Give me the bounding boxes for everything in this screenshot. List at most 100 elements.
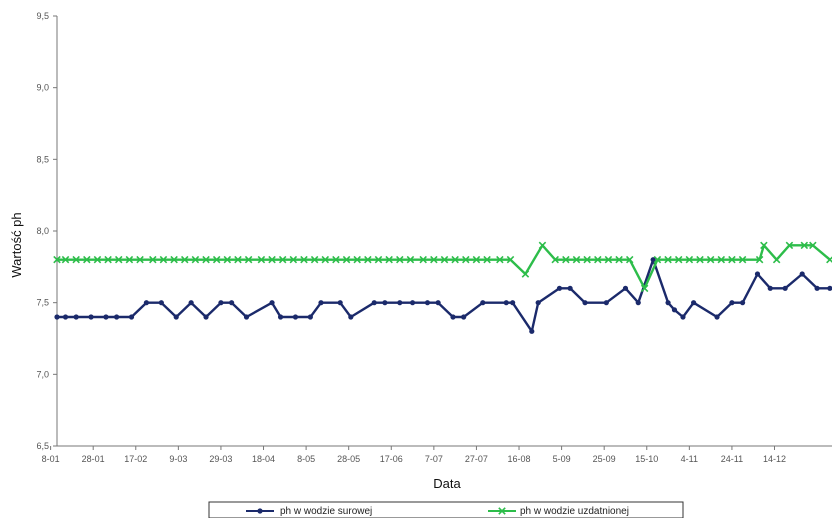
x-tick-label: 8-05 xyxy=(297,454,315,464)
legend-label-treated: ph w wodzie uzdatnionej xyxy=(520,506,629,517)
y-tick-label: 6,5 xyxy=(36,441,49,451)
x-tick-label: 9-03 xyxy=(169,454,187,464)
data-point xyxy=(664,255,672,264)
x-tick-label: 27-07 xyxy=(465,454,488,464)
data-point xyxy=(680,314,686,320)
data-point xyxy=(310,255,319,264)
x-tick-label: 15-10 xyxy=(635,454,658,464)
legend-marker-raw xyxy=(257,508,263,514)
data-point xyxy=(729,300,735,306)
data-point xyxy=(149,255,157,264)
data-point xyxy=(228,300,235,306)
data-point xyxy=(814,285,820,291)
data-point xyxy=(760,241,768,250)
x-axis-title: Data xyxy=(433,476,461,491)
data-point xyxy=(128,314,135,320)
data-point xyxy=(62,314,69,320)
data-point xyxy=(529,328,535,334)
data-point xyxy=(114,255,123,264)
series-layer xyxy=(53,241,832,334)
series-line xyxy=(57,258,830,333)
data-point xyxy=(54,314,60,320)
legend-item-treated: ph w wodzie uzdatnionej xyxy=(488,506,629,517)
data-point xyxy=(728,255,736,264)
data-point xyxy=(158,300,164,306)
data-point xyxy=(535,300,541,306)
y-axis-title: Wartość ph xyxy=(9,212,24,277)
data-point xyxy=(289,255,298,264)
data-point xyxy=(706,255,715,264)
data-point xyxy=(419,255,427,264)
data-point xyxy=(640,284,649,293)
data-point xyxy=(300,255,308,264)
data-point xyxy=(462,255,470,264)
data-point xyxy=(353,255,361,264)
y-tick-label: 7,0 xyxy=(36,369,49,379)
data-point xyxy=(292,314,299,320)
y-tick-label: 8,5 xyxy=(36,154,49,164)
data-point xyxy=(364,255,372,264)
data-point xyxy=(622,285,629,291)
data-point xyxy=(583,255,591,264)
series-treated-water xyxy=(53,241,832,293)
x-tick-label: 29-03 xyxy=(209,454,232,464)
data-point xyxy=(424,300,431,306)
data-point xyxy=(397,300,403,306)
data-point xyxy=(72,255,80,264)
x-tick-label: 14-12 xyxy=(763,454,786,464)
data-point xyxy=(625,255,634,264)
legend: ph w wodzie surowej ph w wodzie uzdatnio… xyxy=(208,501,684,518)
data-point xyxy=(406,255,415,264)
data-point xyxy=(785,241,794,250)
x-tick-label: 18-04 xyxy=(252,454,275,464)
data-point xyxy=(615,255,623,264)
data-point xyxy=(61,255,70,264)
legend-x-marker xyxy=(498,507,506,515)
data-point xyxy=(53,255,61,264)
y-tick-label: 9,5 xyxy=(36,11,49,21)
legend-label-raw: ph w wodzie surowej xyxy=(280,506,372,517)
data-point xyxy=(754,271,761,277)
data-point xyxy=(696,255,704,264)
x-tick-label: 24-11 xyxy=(721,454,743,464)
y-tick-label: 9,0 xyxy=(36,83,49,93)
data-point xyxy=(603,300,609,306)
x-tick-label: 8-01 xyxy=(42,454,60,464)
data-point xyxy=(143,300,150,306)
data-point xyxy=(73,314,79,320)
data-point xyxy=(435,300,441,306)
data-point xyxy=(277,314,284,320)
data-point xyxy=(342,255,351,264)
data-point xyxy=(450,314,456,320)
data-point xyxy=(278,255,287,264)
x-tick-label: 28-01 xyxy=(82,454,105,464)
data-point xyxy=(562,255,570,264)
legend-item-raw: ph w wodzie surowej xyxy=(246,506,372,517)
data-point xyxy=(483,255,491,264)
data-point xyxy=(472,255,481,264)
data-point xyxy=(170,255,178,264)
data-point xyxy=(191,255,200,264)
data-point xyxy=(125,255,134,264)
data-point xyxy=(799,271,805,277)
data-point xyxy=(782,285,788,291)
data-point xyxy=(203,314,209,320)
x-tick-label: 4-11 xyxy=(681,454,698,464)
data-point xyxy=(521,270,530,278)
data-point xyxy=(739,300,746,306)
legend-marker-treated xyxy=(498,507,506,515)
data-point xyxy=(382,300,388,306)
data-point xyxy=(202,255,210,264)
data-point xyxy=(268,255,276,264)
data-point xyxy=(307,314,313,320)
data-point xyxy=(635,300,641,306)
data-point xyxy=(496,255,504,264)
data-point xyxy=(510,300,516,306)
x-tick-label: 16-08 xyxy=(508,454,531,464)
x-axis: 8-01 28-01 17-02 9-03 29-03 18-04 8-05 28-05 17-… xyxy=(42,445,832,464)
data-point xyxy=(572,255,581,264)
data-point xyxy=(738,255,747,264)
data-point xyxy=(556,285,563,291)
data-point xyxy=(321,255,330,264)
